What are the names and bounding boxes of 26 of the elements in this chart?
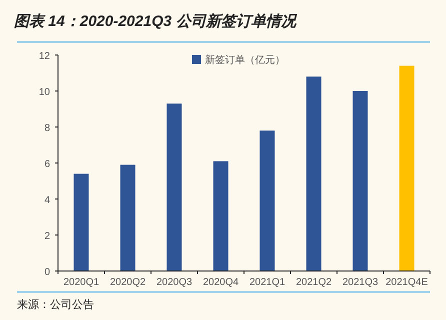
y-tick-label: 10: [38, 87, 50, 98]
bar: [306, 76, 322, 271]
chart-title: 图表 14：2020-2021Q3 公司新签订单情况: [14, 12, 298, 30]
y-tick-label: 4: [44, 195, 50, 206]
x-tick-label: 2021Q1: [249, 277, 286, 288]
x-tick-label: 2021Q2: [296, 277, 332, 288]
y-tick-label: 2: [44, 231, 50, 242]
source-note: 来源：公司公告: [17, 298, 94, 311]
x-tick-label: 2020Q3: [156, 277, 192, 288]
x-tick-label: 2020Q2: [110, 277, 146, 288]
x-tick-label: 2020Q1: [63, 277, 100, 288]
bar: [166, 104, 182, 271]
x-tick-label: 2020Q4: [202, 277, 239, 288]
y-tick-label: 6: [44, 159, 50, 170]
y-tick-label: 12: [38, 51, 50, 62]
bar: [120, 164, 136, 271]
y-tick-label: 0: [44, 267, 50, 278]
bar: [74, 174, 89, 271]
x-tick-label: 2021Q4E: [386, 277, 428, 288]
legend-label: 新签订单（亿元）: [205, 54, 285, 66]
bar: [399, 66, 414, 271]
bar: [352, 91, 368, 271]
y-tick-label: 8: [44, 123, 50, 134]
x-tick-label: 2021Q3: [342, 277, 378, 288]
bar: [260, 130, 275, 271]
bar: [213, 161, 228, 271]
